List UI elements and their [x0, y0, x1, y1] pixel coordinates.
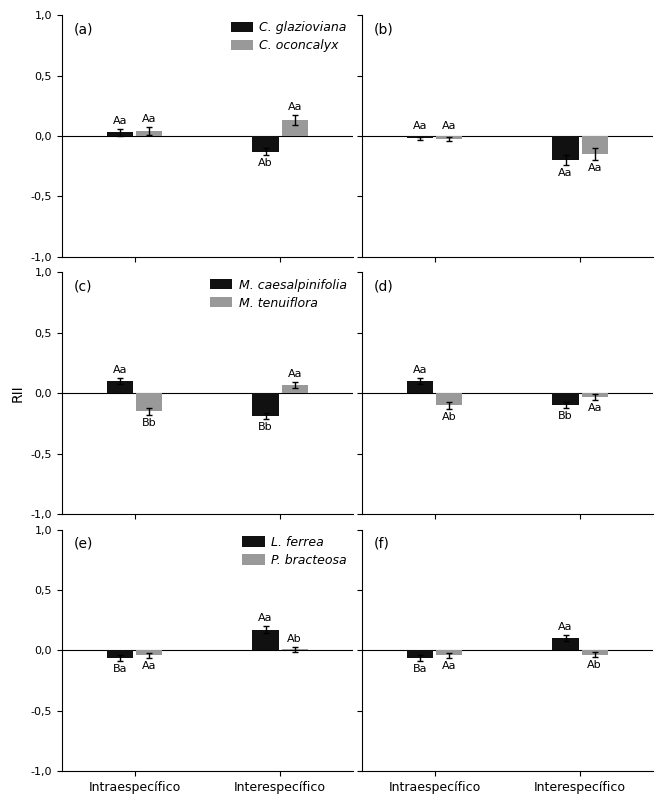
Bar	[136, 131, 162, 136]
Text: Bb: Bb	[258, 422, 273, 432]
Legend: C. glazioviana, C. oconcalyx: C. glazioviana, C. oconcalyx	[230, 22, 347, 52]
Bar	[582, 393, 608, 398]
Text: Ba: Ba	[113, 663, 127, 674]
Text: Aa: Aa	[442, 661, 456, 671]
Bar	[436, 393, 462, 405]
Bar	[552, 638, 579, 650]
Bar	[582, 136, 608, 154]
Bar	[282, 649, 308, 650]
Text: Aa: Aa	[413, 365, 428, 375]
Text: Aa: Aa	[442, 121, 456, 131]
Bar	[552, 393, 579, 405]
Text: Ba: Ba	[413, 663, 428, 674]
Text: Aa: Aa	[113, 116, 127, 126]
Bar	[407, 381, 433, 393]
Legend: L. ferrea, P. bracteosa: L. ferrea, P. bracteosa	[242, 536, 347, 567]
Bar	[252, 630, 279, 650]
Text: Ab: Ab	[258, 159, 273, 168]
Bar	[107, 132, 133, 136]
Y-axis label: RII: RII	[11, 384, 25, 402]
Bar	[436, 650, 462, 655]
Text: Ab: Ab	[288, 634, 302, 644]
Text: Aa: Aa	[258, 613, 273, 623]
Bar	[407, 650, 433, 658]
Bar	[107, 650, 133, 658]
Text: Aa: Aa	[288, 369, 302, 378]
Bar	[252, 393, 279, 416]
Text: Bb: Bb	[142, 418, 157, 428]
Bar	[107, 381, 133, 393]
Bar	[282, 385, 308, 393]
Bar	[136, 393, 162, 411]
Text: (c): (c)	[74, 279, 92, 294]
Bar	[552, 136, 579, 160]
Text: Bb: Bb	[558, 411, 573, 421]
Text: Aa: Aa	[113, 365, 127, 375]
Bar	[436, 136, 462, 139]
Bar	[582, 650, 608, 654]
Text: (b): (b)	[374, 23, 393, 36]
Text: Ab: Ab	[588, 660, 602, 670]
Text: Ab: Ab	[442, 412, 457, 422]
Text: Aa: Aa	[558, 168, 573, 178]
Legend: M. caesalpinifolia, M. tenuiflora: M. caesalpinifolia, M. tenuiflora	[210, 279, 347, 310]
Text: (a): (a)	[74, 23, 93, 36]
Text: Aa: Aa	[142, 661, 157, 671]
Text: (f): (f)	[374, 537, 389, 551]
Text: (d): (d)	[374, 279, 393, 294]
Bar	[407, 136, 433, 138]
Bar	[252, 136, 279, 151]
Text: Aa: Aa	[413, 121, 428, 131]
Text: Aa: Aa	[588, 403, 602, 414]
Bar	[136, 650, 162, 655]
Text: Aa: Aa	[288, 102, 302, 113]
Text: Aa: Aa	[558, 622, 573, 632]
Text: Aa: Aa	[142, 114, 157, 125]
Text: (e): (e)	[74, 537, 93, 551]
Bar	[282, 120, 308, 136]
Text: Aa: Aa	[588, 163, 602, 173]
